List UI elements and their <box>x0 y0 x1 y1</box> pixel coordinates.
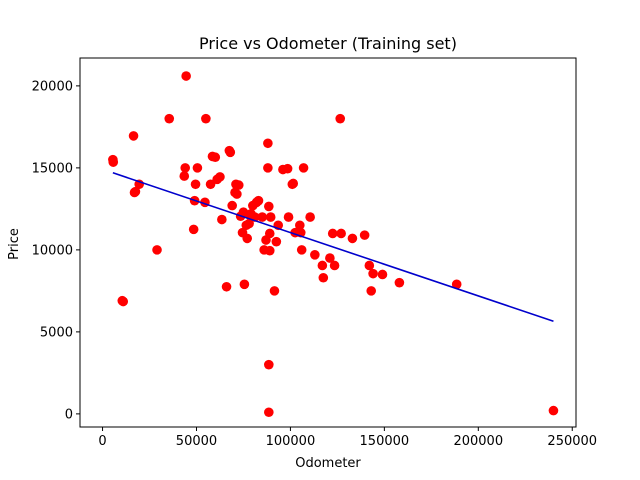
data-point <box>394 277 405 288</box>
plot-area <box>108 71 559 418</box>
y-tick-label: 0 <box>65 407 73 422</box>
data-point <box>298 163 309 173</box>
x-tick-label: 150000 <box>360 434 410 449</box>
data-point <box>205 179 216 190</box>
data-point <box>263 163 273 173</box>
data-point <box>325 253 335 263</box>
x-tick-label: 200000 <box>453 434 503 449</box>
data-point <box>215 172 225 182</box>
data-point <box>164 113 175 124</box>
data-point <box>283 212 294 222</box>
data-point <box>181 71 191 81</box>
y-tick-label: 10000 <box>32 243 73 258</box>
data-point <box>264 359 274 370</box>
data-point <box>242 233 253 244</box>
data-point <box>239 279 250 290</box>
data-point <box>190 179 201 190</box>
data-point <box>364 260 375 271</box>
data-point <box>305 212 315 222</box>
data-point <box>232 189 242 199</box>
data-point <box>128 131 139 141</box>
data-point <box>327 228 338 239</box>
data-point <box>265 212 276 222</box>
y-tick-label: 15000 <box>32 161 73 176</box>
data-point <box>227 200 237 211</box>
data-point <box>329 260 340 271</box>
data-point <box>296 245 307 255</box>
data-point <box>192 163 203 173</box>
data-point <box>225 147 236 158</box>
data-point <box>282 163 293 174</box>
data-point <box>108 157 119 167</box>
data-point <box>317 260 328 271</box>
chart-title: Price vs Odometer (Training set) <box>199 34 457 53</box>
data-point <box>368 268 378 279</box>
data-point <box>201 113 211 124</box>
y-axis-ticks: 0 5000 10000 15000 20000 <box>32 79 80 422</box>
data-point <box>263 138 273 149</box>
y-tick-label: 20000 <box>32 79 73 94</box>
data-point <box>253 195 264 206</box>
data-points <box>108 71 559 418</box>
data-point <box>257 212 268 222</box>
data-point <box>377 269 388 280</box>
data-point <box>152 245 162 255</box>
data-point <box>347 233 358 244</box>
regression-line <box>112 172 554 322</box>
data-point <box>221 281 232 292</box>
regression-line-layer <box>112 172 554 322</box>
x-axis-label: Odometer <box>295 456 361 471</box>
data-point <box>451 279 462 290</box>
data-point <box>359 230 370 240</box>
data-point <box>118 296 129 307</box>
data-point <box>264 228 275 239</box>
data-point <box>180 163 191 173</box>
data-point <box>210 152 221 163</box>
data-point <box>336 228 346 239</box>
data-point <box>264 407 274 418</box>
x-tick-label: 50000 <box>176 434 217 449</box>
data-point <box>264 201 274 212</box>
data-point <box>179 171 190 181</box>
plot-frame <box>79 57 577 428</box>
data-point <box>318 272 329 283</box>
data-point <box>288 178 299 189</box>
data-point <box>548 405 559 416</box>
data-point <box>188 224 199 235</box>
data-point <box>335 113 346 124</box>
x-tick-label: 250000 <box>547 434 597 449</box>
data-point <box>366 286 377 296</box>
x-axis-ticks: 0 50000 100000 150000 200000 250000 <box>98 427 597 449</box>
x-tick-label: 100000 <box>266 434 316 449</box>
x-tick-label: 0 <box>98 434 106 449</box>
data-point <box>271 236 282 247</box>
data-point <box>264 245 275 256</box>
data-point <box>295 220 305 231</box>
y-tick-label: 5000 <box>40 325 73 340</box>
data-point <box>310 250 320 260</box>
data-point <box>269 286 280 296</box>
y-axis-label: Price <box>7 228 22 260</box>
data-point <box>217 214 227 225</box>
data-point <box>233 180 244 190</box>
data-point <box>130 186 141 197</box>
data-point <box>244 218 254 229</box>
